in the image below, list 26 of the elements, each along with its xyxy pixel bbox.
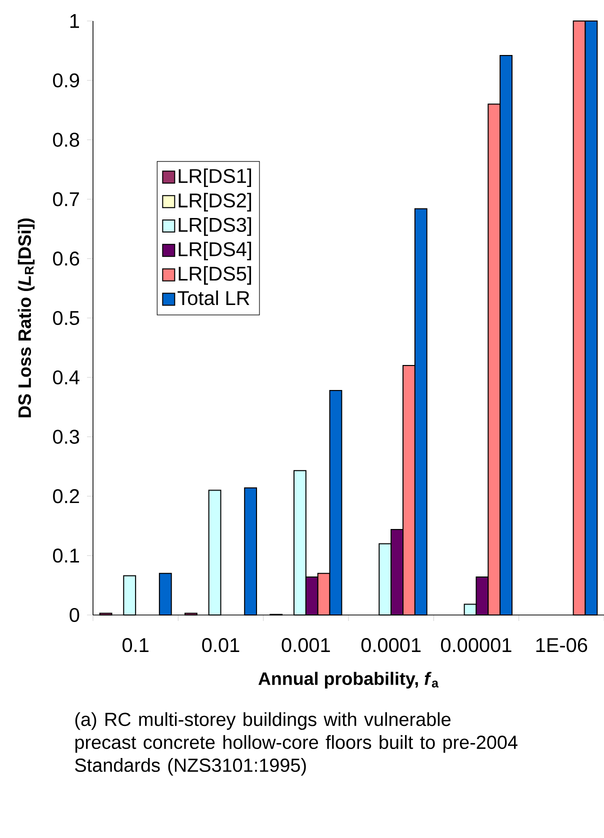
legend-label: LR[DS3] [178,217,252,236]
y-tick-label: 0.4 [53,370,80,384]
y-tick-label: 0.1 [53,548,79,563]
x-tick-label: 0.001 [282,638,330,652]
y-tick-label: 0.2 [53,489,79,504]
y-tick-label: 0.3 [53,430,80,444]
x-tick-label: 0.1 [122,638,148,652]
legend-label: LR[DS4] [178,242,252,260]
y-tick-label: 0 [70,608,80,622]
x-tick-label: 0.01 [202,638,240,652]
y-tick-label: 0.5 [53,310,80,326]
x-tick-label: 0.0001 [361,638,421,652]
y-axis-title: DS Loss Ratio (L$_{R}$[DSi]) [18,218,35,418]
text: (a) RC multi-storey buildings with vulnerable precast concrete hollow-core floors built to pre-2004 Standards (NZS3101:1995) [75,712,518,776]
legend-label: LR[DS1] [178,168,252,188]
legend-label: Total LR [178,290,250,306]
legend-label: LR[DS5] [178,266,252,285]
x-axis-title: Annual probability, f$_{a}$ [258,672,439,689]
y-tick-label: 1 [70,14,79,28]
y-tick-label: 0.9 [53,73,80,88]
x-tick-label: 0.00001 [441,638,512,652]
y-tick-label: 0.6 [53,252,80,266]
y-tick-label: 0.8 [53,132,80,147]
legend-label: LR[DS2] [178,192,252,212]
x-tick-label: 1E-06 [536,638,588,652]
y-tick-label: 0.7 [53,192,79,206]
